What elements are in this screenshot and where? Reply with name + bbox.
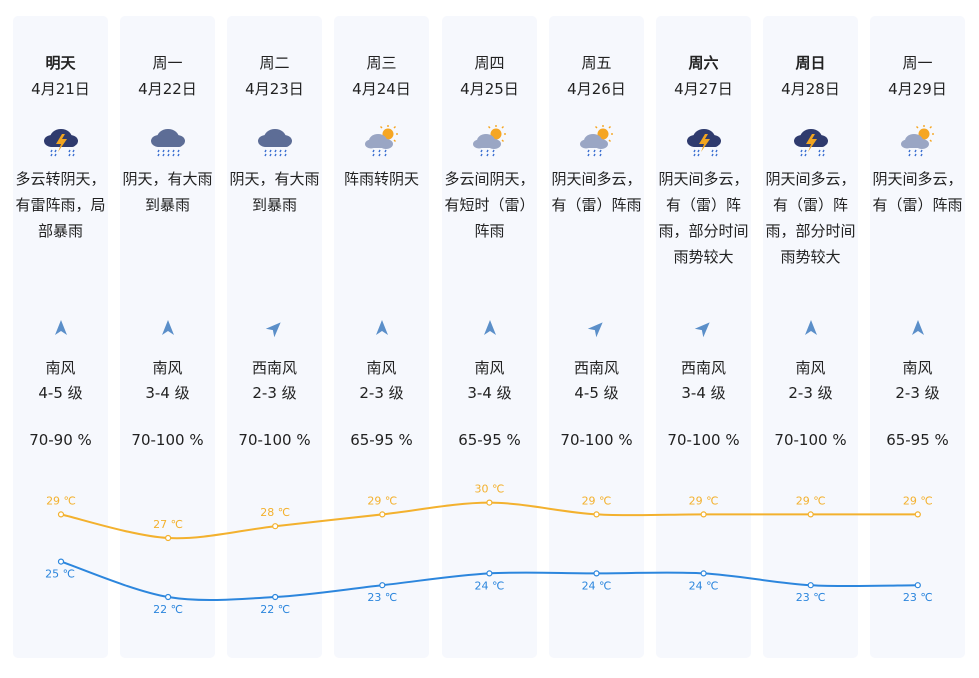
humidity-label: 65-95 % [350,431,413,449]
humidity-label: 65-95 % [458,431,521,449]
wind-level-label: 3-4 级 [681,384,726,402]
weather-description: 阴天间多云，有（雷）阵雨 [872,170,963,214]
day-card: 周一 4月22日阴天，有大雨到暴雨南风 3-4 级 70-100 % [120,16,215,658]
weekday-label: 周日 [795,54,826,72]
date-label: 4月27日 [674,80,733,98]
wind-direction-icon [801,318,821,338]
wind-level-label: 4-5 级 [574,384,619,402]
sun-rain-icon [899,124,937,158]
day-card: 周六 4月27日阴天间多云，有（雷）阵雨，部分时间雨势较大西南风 3-4 级 70-1… [656,16,751,658]
weekday-label: 周四 [474,54,505,72]
day-card: 周日 4月28日阴天间多云，有（雷）阵雨，部分时间雨势较大南风 2-3 级 70-10… [763,16,858,658]
weather-description: 阵雨转阴天 [343,170,419,188]
wind-level-label: 3-4 级 [467,384,512,402]
sun-rain-icon [363,124,401,158]
wind-direction-icon [51,318,71,338]
day-card: 周一 4月29日阴天间多云，有（雷）阵雨南风 2-3 级 65-95 % [870,16,965,658]
wind-level-label: 2-3 级 [895,384,940,402]
wind-direction-icon [694,318,714,338]
weekday-label: 明天 [45,54,76,72]
date-label: 4月24日 [352,80,411,98]
weather-description: 阴天间多云，有（雷）阵雨，部分时间雨势较大 [765,170,856,266]
wind-level-label: 4-5 级 [38,384,83,402]
wind-direction-icon [265,318,285,338]
weather-description: 阴天，有大雨到暴雨 [122,170,213,214]
weather-description: 多云转阴天，有雷阵雨，局部暴雨 [15,170,106,240]
weather-description: 多云间阴天，有短时（雷）阵雨 [444,170,535,240]
humidity-label: 70-100 % [560,431,633,449]
humidity-label: 70-100 % [667,431,740,449]
wind-direction-icon [908,318,928,338]
wind-direction-icon [158,318,178,338]
wind-direction-label: 西南风 [573,359,619,377]
date-label: 4月23日 [245,80,304,98]
date-label: 4月28日 [781,80,840,98]
day-card: 周五 4月26日阴天间多云，有（雷）阵雨西南风 4-5 级 70-100 % [549,16,644,658]
thunderstorm-icon [42,124,80,158]
humidity-label: 70-90 % [29,431,92,449]
date-label: 4月26日 [567,80,626,98]
wind-level-label: 2-3 级 [788,384,833,402]
thunderstorm-icon [685,124,723,158]
wind-direction-icon [372,318,392,338]
weekday-label: 周三 [366,54,397,72]
wind-direction-label: 南风 [474,359,505,377]
date-label: 4月29日 [888,80,947,98]
weekday-label: 周一 [902,54,933,72]
thunderstorm-icon [792,124,830,158]
wind-direction-label: 西南风 [680,359,726,377]
wind-direction-label: 南风 [152,359,183,377]
humidity-label: 70-100 % [774,431,847,449]
weekday-label: 周二 [259,54,290,72]
wind-direction-label: 南风 [902,359,933,377]
weekday-label: 周六 [688,54,719,72]
day-card: 周三 4月24日阵雨转阴天南风 2-3 级 65-95 % [334,16,429,658]
heavy-rain-icon [256,124,294,158]
wind-direction-label: 南风 [366,359,397,377]
humidity-label: 70-100 % [238,431,311,449]
wind-direction-icon [480,318,500,338]
wind-level-label: 3-4 级 [145,384,190,402]
weather-description: 阴天间多云，有（雷）阵雨，部分时间雨势较大 [658,170,749,266]
sun-rain-icon [471,124,509,158]
wind-direction-icon [587,318,607,338]
weekday-label: 周五 [581,54,612,72]
day-card: 周四 4月25日多云间阴天，有短时（雷）阵雨南风 3-4 级 65-95 % [442,16,537,658]
wind-direction-label: 南风 [45,359,76,377]
weather-description: 阴天，有大雨到暴雨 [229,170,320,214]
wind-direction-label: 西南风 [251,359,297,377]
wind-direction-label: 南风 [795,359,826,377]
date-label: 4月25日 [460,80,519,98]
heavy-rain-icon [149,124,187,158]
weekday-label: 周一 [152,54,183,72]
weather-description: 阴天间多云，有（雷）阵雨 [551,170,642,214]
humidity-label: 65-95 % [886,431,949,449]
date-label: 4月22日 [138,80,197,98]
wind-level-label: 2-3 级 [252,384,297,402]
date-label: 4月21日 [31,80,90,98]
humidity-label: 70-100 % [131,431,204,449]
day-card: 明天 4月21日多云转阴天，有雷阵雨，局部暴雨南风 4-5 级 70-90 % [13,16,108,658]
sun-rain-icon [578,124,616,158]
wind-level-label: 2-3 级 [359,384,404,402]
day-card: 周二 4月23日阴天，有大雨到暴雨西南风 2-3 级 70-100 % [227,16,322,658]
